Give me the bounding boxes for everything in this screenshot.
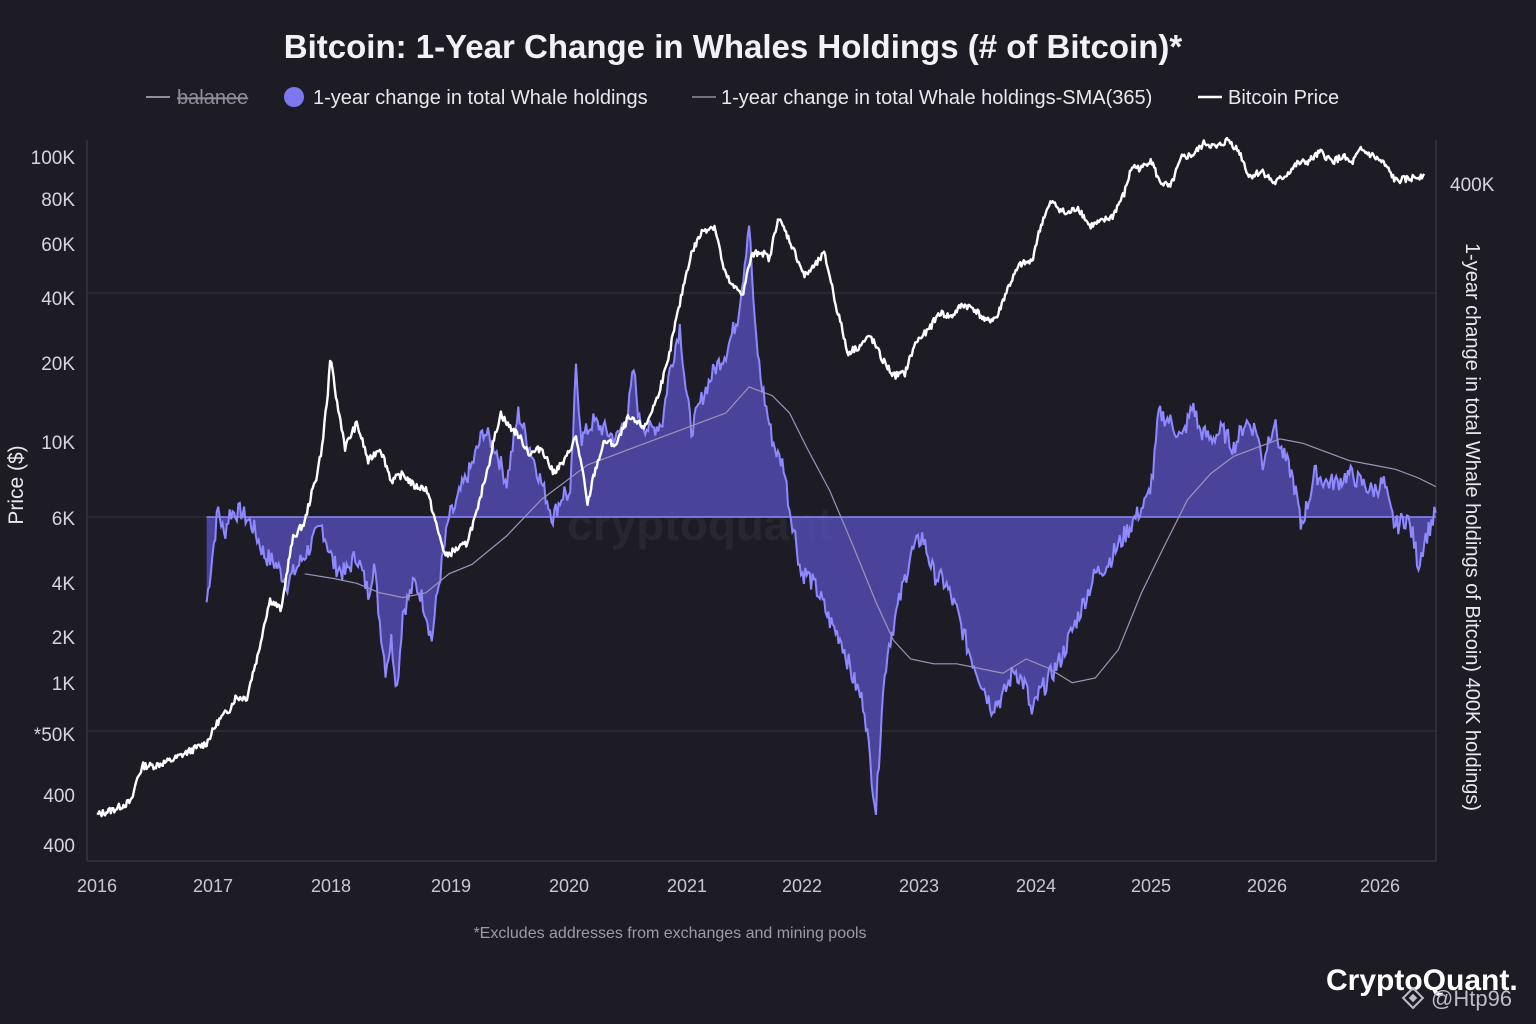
legend: balanee 1-year change in total Whale hol… — [146, 87, 1339, 109]
legend-label-bitcoin-price: Bitcoin Price — [1228, 87, 1339, 109]
x-tick-label: 2019 — [431, 876, 471, 896]
left-axis-title: Price ($) — [5, 445, 28, 524]
x-tick-label: 2016 — [77, 876, 117, 896]
left-tick-label: 40K — [41, 289, 75, 310]
left-tick-label: 80K — [41, 190, 75, 211]
left-tick-label: 4K — [52, 574, 76, 595]
series-layer — [96, 136, 1437, 818]
left-tick-label: 1K — [52, 674, 76, 695]
x-tick-label: 2026 — [1360, 876, 1400, 896]
x-tick-label: 2020 — [549, 876, 589, 896]
x-tick-label: 2018 — [311, 876, 351, 896]
legend-item-sma[interactable]: 1-year change in total Whale holdings-SM… — [692, 87, 1152, 109]
x-tick-label: 2025 — [1131, 876, 1171, 896]
chart-title: Bitcoin: 1-Year Change in Whales Holding… — [284, 28, 1183, 65]
x-tick-label: 2021 — [667, 876, 707, 896]
left-tick-label: 20K — [41, 354, 75, 375]
left-tick-label: 400 — [43, 836, 75, 857]
handle-text: @Htp96 — [1431, 986, 1512, 1011]
left-tick-label: 10K — [41, 433, 75, 454]
whale-sma-line — [304, 386, 1437, 684]
x-tick-label: 2022 — [782, 876, 822, 896]
x-tick-label: 2024 — [1016, 876, 1056, 896]
legend-label-whale-holdings: 1-year change in total Whale holdings — [313, 87, 648, 109]
left-tick-label: *50K — [34, 725, 76, 746]
legend-label-balance: balanee — [177, 87, 248, 109]
left-tick-label: 100K — [31, 148, 76, 169]
bitcoin-price-line — [96, 136, 1426, 818]
x-tick-label: 2026 — [1247, 876, 1287, 896]
x-ticks: 2016 2017 2018 2019 2020 2021 2022 2023 … — [77, 876, 1400, 896]
brand-logo: CryptoQuant. — [1326, 964, 1518, 997]
whale-holdings-area — [206, 225, 1436, 815]
right-axis-title: 1-year change in total Whale holdings of… — [1461, 243, 1483, 811]
legend-item-bitcoin-price[interactable]: Bitcoin Price — [1198, 87, 1339, 109]
x-tick-label: 2023 — [899, 876, 939, 896]
legend-dot-icon — [284, 87, 304, 107]
left-tick-label: 60K — [41, 235, 75, 256]
left-tick-label: 400 — [43, 786, 75, 807]
footnote: *Excludes addresses from exchanges and m… — [473, 925, 866, 942]
left-tick-label: 2K — [52, 628, 76, 649]
x-tick-label: 2017 — [193, 876, 233, 896]
legend-item-balance[interactable]: balanee — [146, 87, 248, 109]
legend-item-whale-holdings[interactable]: 1-year change in total Whale holdings — [284, 87, 648, 109]
left-tick-label: 6K — [52, 509, 76, 530]
legend-label-sma: 1-year change in total Whale holdings-SM… — [721, 87, 1152, 109]
whale-holdings-line — [205, 225, 1437, 815]
left-ticks: 100K 80K 60K 40K 20K 10K 6K 4K 2K 1K *50… — [31, 148, 76, 857]
right-tick-label: 400K — [1450, 175, 1495, 196]
